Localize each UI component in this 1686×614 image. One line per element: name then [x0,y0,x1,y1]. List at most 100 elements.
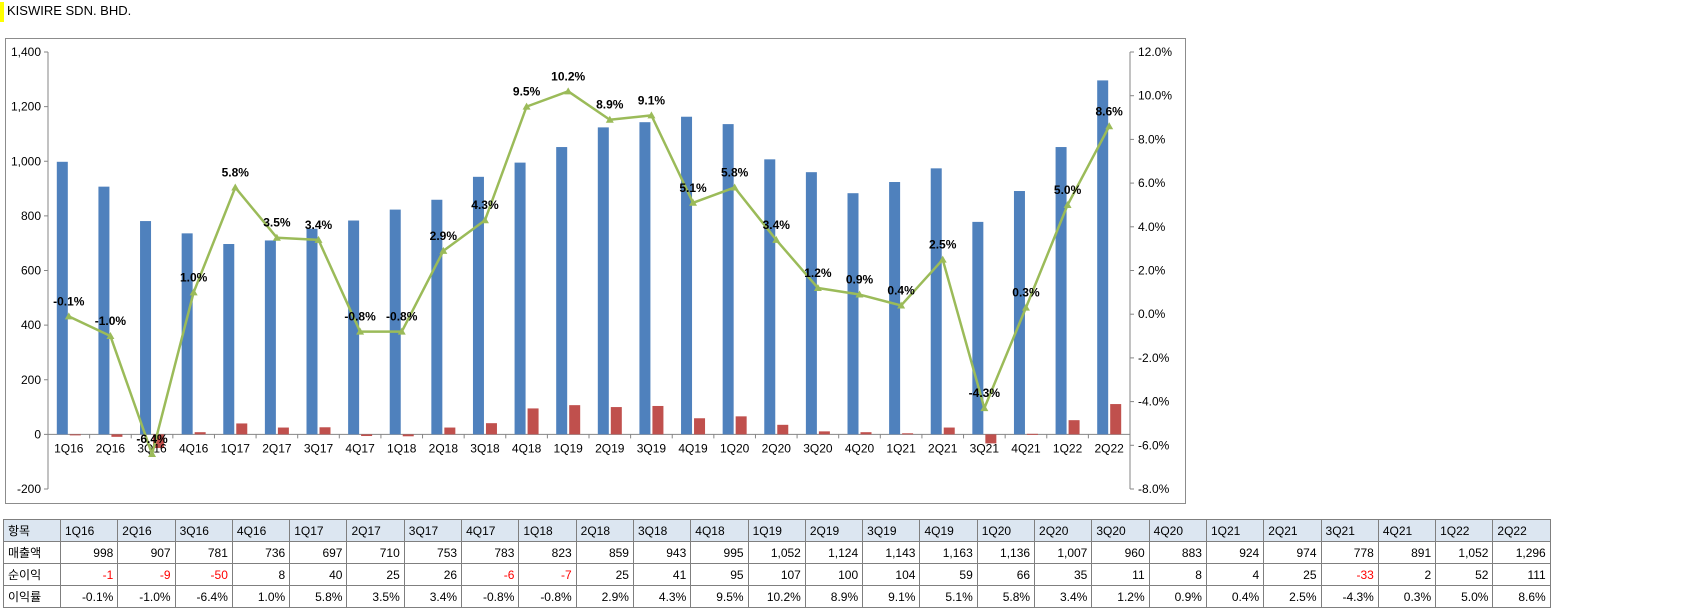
table-period-header: 1Q17 [289,519,348,542]
table-cell: 998 [59,541,119,564]
revenue-bar [639,122,651,435]
table-row-label: 이익률 [3,585,61,608]
table-cell: 5.1% [919,585,978,608]
profit-bar [485,423,497,435]
profit-bar [1026,433,1038,435]
margin-data-label: 1.2% [804,266,832,280]
profit-bar [444,427,456,435]
revenue-bar [764,159,776,435]
table-cell: 960 [1091,541,1150,564]
profit-bar [69,434,81,436]
table-period-header: 1Q19 [747,519,806,542]
table-period-header: 3Q16 [174,519,233,542]
table-cell: 778 [1320,541,1379,564]
table-cell: 9.1% [862,585,921,608]
table-cell: 891 [1377,541,1437,564]
table-cell: 25 [575,563,634,586]
x-axis-tick-label: 3Q16 [137,441,167,455]
profit-bar [236,423,248,435]
table-cell: -7 [518,563,577,586]
table-cell: 4.3% [632,585,692,608]
margin-marker [897,301,906,309]
margin-data-label: -0.8% [344,310,376,324]
table-cell: 0.4% [1205,585,1265,608]
margin-data-label: 0.4% [887,283,915,297]
profit-bar [1110,404,1122,435]
margin-marker [439,246,448,254]
x-axis-tick-label: 4Q17 [345,441,375,455]
table-cell: 1,007 [1034,541,1093,564]
table-period-header: 2Q18 [575,519,634,542]
margin-data-label: 10.2% [551,69,585,83]
margin-marker [1021,303,1030,311]
table-cell: -0.8% [461,585,520,608]
x-axis-tick-label: 1Q21 [886,441,916,455]
margin-data-label: -0.8% [386,310,418,324]
revenue-bar [306,228,318,435]
margin-data-label: 5.1% [679,181,707,195]
table-cell: 4 [1205,563,1265,586]
margin-marker [106,332,115,340]
margin-marker [772,235,781,243]
profit-bar [402,434,414,437]
table-cell: 41 [632,563,692,586]
x-axis-tick-label: 2Q17 [262,441,292,455]
margin-data-label: 2.5% [929,238,957,252]
y-axis-left-tick-label: 600 [21,264,41,278]
profit-bar [694,418,706,435]
y-axis-right-tick-label: 0.0% [1138,307,1166,321]
profit-bar [943,427,955,435]
table-period-header: 1Q22 [1435,519,1494,542]
revenue-bar [1013,191,1025,435]
y-axis-right-tick-label: 6.0% [1138,176,1166,190]
margin-marker [855,290,864,298]
x-axis-tick-label: 2Q22 [1095,441,1125,455]
margin-marker [480,216,489,224]
margin-data-label: 2.9% [430,229,458,243]
margin-marker [356,327,365,335]
table-cell: 8.6% [1492,585,1551,608]
margin-marker [272,233,281,241]
profit-bar [652,405,664,435]
table-cell: 2.9% [575,585,634,608]
margin-marker [938,255,947,263]
y-axis-right-tick-label: 10.0% [1138,89,1172,103]
table-period-header: 2Q22 [1492,519,1551,542]
profit-bar [735,416,747,435]
table-cell: 1.2% [1091,585,1150,608]
y-axis-left-tick-label: -200 [17,482,41,496]
table-cell: 1,296 [1492,541,1551,564]
table-cell: 3.4% [403,585,463,608]
y-axis-left-tick-label: 1,400 [11,45,41,59]
profit-bar [111,434,123,437]
table-period-header: 3Q21 [1320,519,1379,542]
table-cell: 736 [231,541,291,564]
x-axis-tick-label: 1Q19 [554,441,584,455]
margin-data-label: 5.8% [222,165,250,179]
table-period-header: 4Q17 [461,519,520,542]
profit-bar [319,427,331,435]
profit-bar [985,434,997,444]
margin-marker [189,288,198,296]
profit-bar [153,434,165,449]
table-cell: -6.4% [174,585,233,608]
table-cell: 1.0% [231,585,291,608]
margin-data-label: 3.4% [305,218,333,232]
y-axis-right-tick-label: 12.0% [1138,45,1172,59]
margin-marker [689,198,698,206]
y-axis-left-tick-label: 1,200 [11,100,41,114]
table-cell: 8.9% [804,585,864,608]
table-cell: 25 [346,563,405,586]
data-table: 항목 1Q16 2Q16 3Q16 4Q16 1Q17 2Q17 3Q17 4Q17 1Q18 2Q… [3,519,1551,608]
table-cell: 1,163 [919,541,978,564]
table-row: 순이익 -1 -9 -50 8 40 25 26 -6 -7 25 41 95 107 100 104 59 66… [3,563,1551,586]
company-name: KISWIRE SDN. BHD. [7,3,132,18]
table-cell: 974 [1263,541,1322,564]
table-period-header: 2Q19 [804,519,864,542]
table-cell: 8 [1148,563,1207,586]
table-period-header: 2Q21 [1263,519,1322,542]
margin-data-label: 3.4% [763,218,791,232]
y-axis-left-tick-label: 0 [34,427,41,441]
margin-marker [314,235,323,243]
table-cell: 1,136 [976,541,1036,564]
